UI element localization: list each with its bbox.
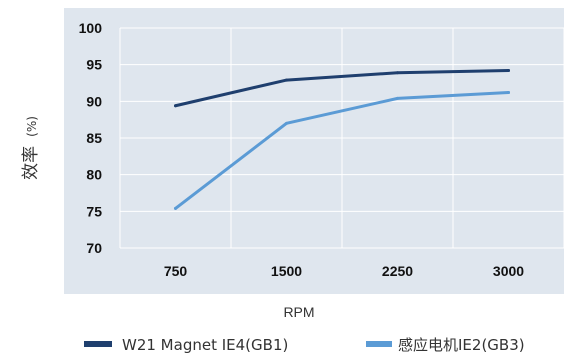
legend-label: 感应电机IE2(GB3)	[398, 336, 525, 354]
data-point	[174, 104, 177, 108]
grid-lines	[119, 27, 565, 249]
y-tick-label: 75	[86, 203, 102, 219]
legend: W21 Magnet IE4(GB1) 感应电机IE2(GB3)	[84, 336, 525, 354]
legend-label: W21 Magnet IE4(GB1)	[122, 336, 288, 354]
legend-swatch	[366, 341, 392, 347]
series-lines	[174, 69, 510, 210]
data-point	[396, 71, 399, 75]
y-tick-label: 70	[86, 240, 102, 256]
x-tick-label: 3000	[493, 263, 524, 279]
data-point	[507, 91, 510, 95]
y-tick-label: 90	[86, 93, 102, 109]
x-tick-label: 750	[164, 263, 188, 279]
y-tick-label: 100	[79, 20, 103, 36]
x-tick-label: 2250	[382, 263, 413, 279]
plot-background	[64, 8, 564, 294]
data-point	[285, 78, 288, 82]
y-tick-labels: 70 75 80 85 90 95 100	[79, 20, 103, 256]
data-point	[507, 69, 510, 73]
y-axis-title: 效率 (%)	[21, 116, 41, 180]
series-line-2	[174, 91, 510, 210]
y-axis-title-unit: (%)	[25, 116, 39, 137]
x-tick-label: 1500	[271, 263, 302, 279]
x-tick-labels: 750 1500 2250 3000	[164, 263, 524, 279]
data-point	[174, 206, 177, 210]
y-tick-label: 95	[86, 57, 102, 73]
legend-swatch	[84, 341, 112, 347]
series-line-1	[174, 69, 510, 108]
x-axis-title: RPM	[283, 304, 314, 320]
y-tick-label: 80	[86, 167, 102, 183]
y-tick-label: 85	[86, 130, 102, 146]
data-point	[285, 121, 288, 125]
y-axis-title-main: 效率	[21, 146, 41, 180]
data-point	[396, 96, 399, 100]
